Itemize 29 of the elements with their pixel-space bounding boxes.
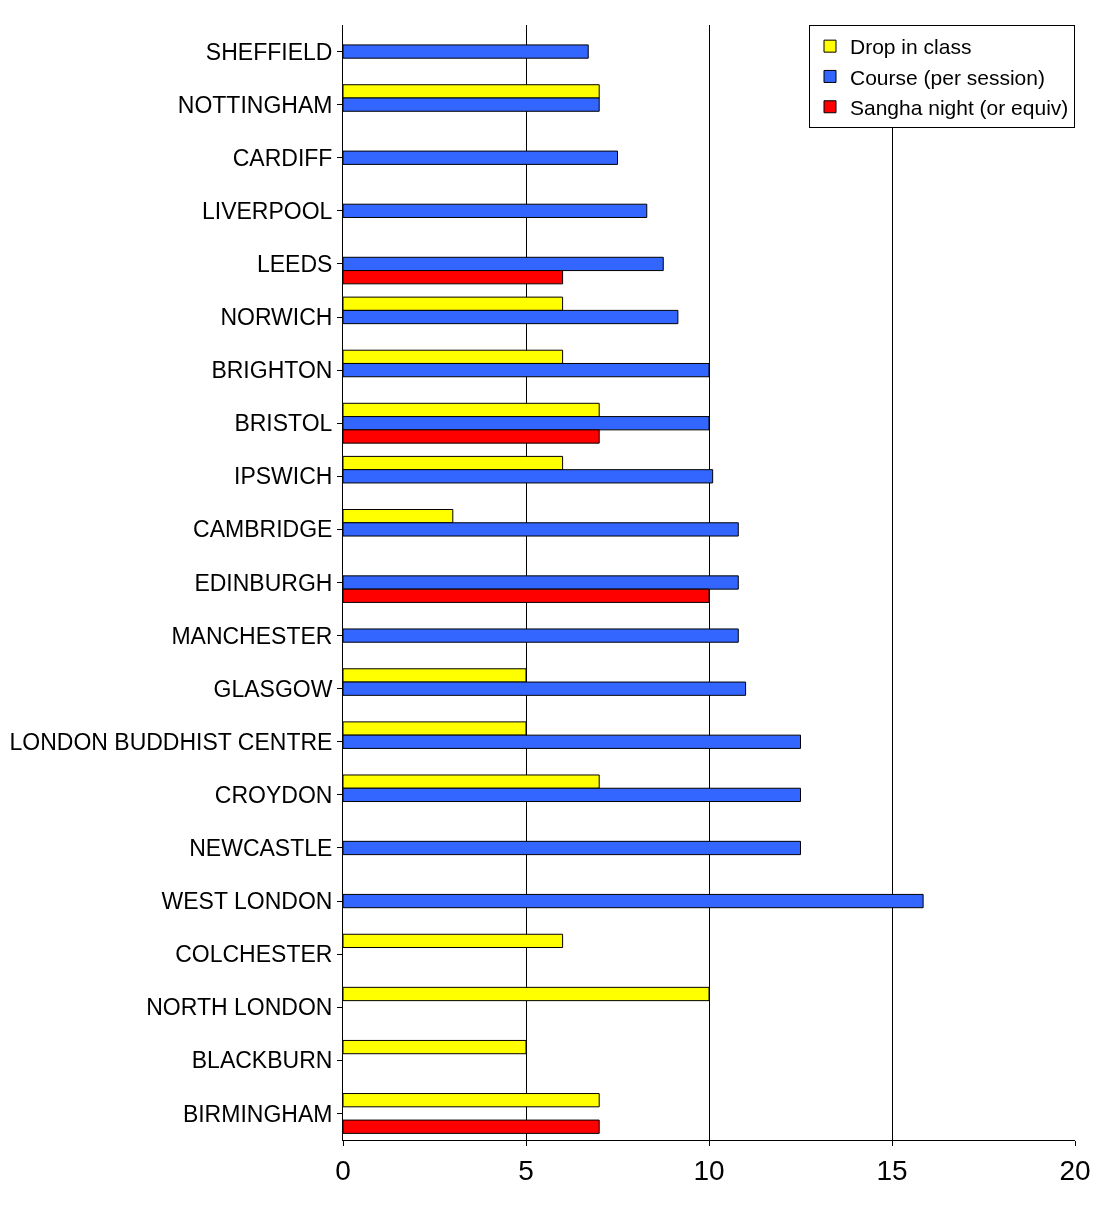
y-tick-label: COLCHESTER: [175, 941, 333, 968]
y-tick-label: LONDON BUDDHIST CENTRE: [9, 728, 333, 755]
legend-label: Drop in class: [850, 35, 972, 59]
y-tick-label: GLASGOW: [213, 675, 333, 702]
y-tick-label: CAMBRIDGE: [193, 516, 333, 543]
y-tick-label: EDINBURGH: [194, 569, 333, 596]
y-tick-label: NEWCASTLE: [189, 835, 333, 862]
y-tick-label: CARDIFF: [232, 144, 333, 171]
y-tick-label: NORWICH: [220, 304, 333, 331]
x-tick-label: 10: [693, 1154, 725, 1186]
y-tick-label: MANCHESTER: [171, 622, 333, 649]
x-tick-label: 20: [1059, 1154, 1091, 1186]
y-tick-label: BLACKBURN: [191, 1047, 333, 1074]
y-tick-label: WEST LONDON: [161, 888, 333, 915]
y-tick-label: LEEDS: [256, 250, 333, 277]
x-tick-label: 5: [518, 1154, 534, 1186]
y-tick-label: SHEFFIELD: [205, 38, 333, 65]
y-tick-label: LIVERPOOL: [202, 197, 333, 224]
legend-label: Course (per session): [850, 65, 1045, 89]
y-tick-label: BRIGHTON: [211, 357, 333, 384]
x-tick-label: 0: [335, 1154, 351, 1186]
y-tick-label: CROYDON: [214, 781, 333, 808]
x-tick-label: 15: [876, 1154, 908, 1186]
y-tick-label: NORTH LONDON: [146, 994, 333, 1021]
y-tick-label: NOTTINGHAM: [177, 91, 333, 118]
y-tick-label: IPSWICH: [234, 463, 333, 490]
y-tick-label: BRISTOL: [234, 410, 333, 437]
y-tick-label: BIRMINGHAM: [182, 1100, 333, 1127]
legend-label: Sangha night (or equiv): [850, 95, 1069, 119]
